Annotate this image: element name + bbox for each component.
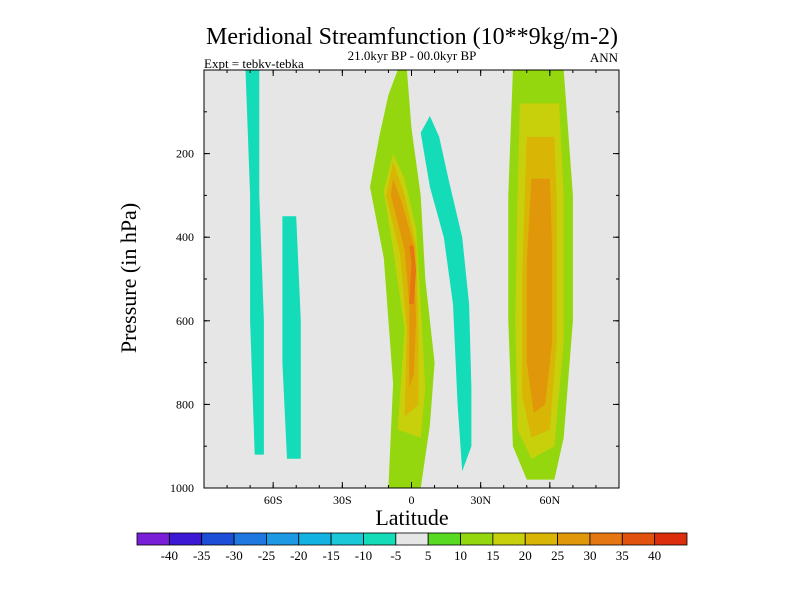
contour-region-12 <box>526 178 553 413</box>
plot-area <box>203 69 620 489</box>
colorbar: -40 -35 -30 -25 -20 -15 -10 -5 5 10 15 20 25 30 35 40 <box>136 532 688 563</box>
colorbar-box-1 <box>168 532 203 546</box>
colorbar-label: 40 <box>648 548 661 563</box>
colorbar-box-14 <box>589 532 623 546</box>
colorbar-box-8 <box>395 532 429 546</box>
x-tick-label: 30S <box>333 493 352 507</box>
contour-region-13 <box>577 70 587 154</box>
chart-title: Meridional Streamfunction (10**9kg/m-2) <box>206 24 618 50</box>
colorbar-label: 5 <box>425 548 432 563</box>
colorbar-label: 30 <box>583 548 596 563</box>
colorbar-box-5 <box>298 532 332 546</box>
colorbar-label: -10 <box>355 548 372 563</box>
x-axis: 60S 30S 0 30N 60N <box>226 70 597 507</box>
contour-region-8 <box>282 216 301 459</box>
contour-region-5 <box>420 116 472 472</box>
chart-subtitle: 21.0kyr BP - 00.0kyr BP <box>348 48 477 63</box>
colorbar-label: 15 <box>486 548 499 563</box>
colorbar-box-13 <box>557 532 591 546</box>
colorbar-box-3 <box>233 532 267 546</box>
colorbar-box-7 <box>363 532 397 546</box>
contour-region-3 <box>390 178 417 388</box>
y-axis-label: Pressure (in hPa) <box>116 203 141 353</box>
y-tick-label: 800 <box>176 397 194 411</box>
colorbar-label: -30 <box>225 548 242 563</box>
colorbar-box-9 <box>427 532 461 546</box>
colorbar-box-4 <box>266 532 300 546</box>
colorbar-label: -20 <box>290 548 307 563</box>
colorbar-label: -40 <box>161 548 178 563</box>
colorbar-label: -25 <box>258 548 275 563</box>
colorbar-box-2 <box>201 532 235 546</box>
contour-region-4 <box>409 245 417 305</box>
colorbar-box-10 <box>460 532 494 546</box>
colorbar-label: -15 <box>322 548 339 563</box>
contour-region-7 <box>245 70 264 455</box>
colorbar-box-11 <box>492 532 526 546</box>
y-tick-label: 600 <box>176 314 194 328</box>
x-tick-label: 30N <box>470 493 491 507</box>
contour-region-6 <box>208 70 232 447</box>
x-tick-label: 60S <box>264 493 283 507</box>
colorbar-label: 25 <box>551 548 564 563</box>
y-tick-label: 200 <box>176 147 194 161</box>
x-tick-label: 60N <box>539 493 560 507</box>
colorbar-box-12 <box>524 532 558 546</box>
contour-regions <box>208 70 587 488</box>
colorbar-label: -5 <box>390 548 401 563</box>
season-note: ANN <box>590 50 619 65</box>
colorbar-box-16 <box>654 532 688 546</box>
experiment-note: Expt = tebkv-tebka <box>204 56 304 71</box>
colorbar-label: 20 <box>519 548 532 563</box>
y-axis: 200 400 600 800 1000 <box>170 111 619 495</box>
x-axis-label: Latitude <box>375 505 448 530</box>
colorbar-label: 35 <box>616 548 629 563</box>
colorbar-box-0 <box>136 532 170 546</box>
y-tick-label: 400 <box>176 230 194 244</box>
colorbar-box-6 <box>330 532 364 546</box>
colorbar-box-15 <box>621 532 656 546</box>
colorbar-label: 10 <box>454 548 467 563</box>
y-tick-label: 1000 <box>170 481 194 495</box>
x-tick-label: 0 <box>409 493 415 507</box>
colorbar-label: -35 <box>193 548 210 563</box>
